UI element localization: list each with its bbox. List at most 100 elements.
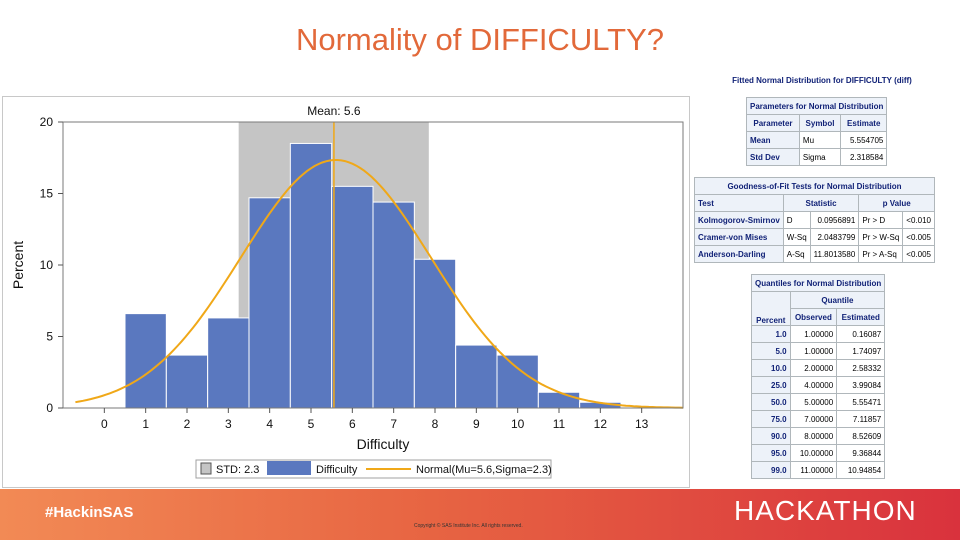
row-header: 99.0: [751, 461, 791, 479]
row-header: 75.0: [751, 410, 791, 428]
cell: 7.11857: [836, 410, 886, 428]
x-tick-label: 13: [635, 417, 649, 431]
cell: 0.16087: [836, 325, 886, 343]
row-header: 5.0: [751, 342, 791, 360]
footer-bar: #HackinSAS Copyright © SAS Institute Inc…: [0, 489, 960, 540]
col-group-header: Quantile: [789, 291, 886, 309]
cell: Pr > D: [858, 211, 904, 229]
cell: A-Sq: [782, 245, 811, 263]
x-tick-label: 4: [266, 417, 273, 431]
histogram-bar: [124, 313, 167, 409]
normal-curve-line: [75, 159, 684, 409]
x-tick-label: 3: [225, 417, 232, 431]
col-header: p Value: [858, 194, 935, 212]
row-header: 10.0: [751, 359, 791, 377]
col-header: Parameter: [746, 114, 800, 132]
x-tick-label: 10: [511, 417, 525, 431]
histogram-bar: [207, 317, 250, 409]
cell: 2.00000: [789, 359, 838, 377]
y-tick-label: 10: [40, 258, 54, 272]
table-row: 95.0 10.00000 9.36844: [751, 444, 886, 462]
fitted-distribution-title: Fitted Normal Distribution for DIFFICULT…: [732, 76, 912, 85]
slide-title: Normality of DIFFICULTY?: [295, 22, 665, 57]
histogram-bar: [248, 197, 291, 409]
col-header: Estimate: [840, 114, 888, 132]
col-header: Statistic: [782, 194, 860, 212]
histogram-bar: [413, 258, 457, 409]
cell: D: [782, 211, 811, 229]
parameters-table: Parameters for Normal Distribution Param…: [745, 97, 888, 166]
cell: 8.52609: [836, 427, 886, 445]
row-header: Kolmogorov-Smirnov: [694, 211, 784, 229]
cell: 1.00000: [789, 342, 838, 360]
col-header: Test: [694, 194, 784, 212]
cell: W-Sq: [782, 228, 811, 246]
cell: Sigma: [798, 148, 842, 166]
x-tick-label: 2: [184, 417, 191, 431]
legend-swatch-difficulty: [267, 461, 311, 475]
cell: 10.00000: [789, 444, 838, 462]
x-tick-label: 7: [390, 417, 397, 431]
histogram-bar: [496, 354, 539, 409]
histogram-panel: Mean: 5.6 0 1 2 3 4 5 6 7 8 9 10 11 12 13 0 5 10 15 20 Diffi…: [2, 96, 690, 488]
x-axis-label: Difficulty: [357, 436, 410, 452]
histogram-bar: [537, 391, 581, 409]
cell: 2.0483799: [809, 228, 860, 246]
cell: 2.58332: [836, 359, 886, 377]
cell: Pr > A-Sq: [858, 245, 904, 263]
x-tick-label: 8: [432, 417, 439, 431]
gof-caption: Goodness-of-Fit Tests for Normal Distrib…: [694, 177, 935, 195]
table-row: 1.0 1.00000 0.16087: [751, 325, 886, 343]
cell: 2.318584: [840, 148, 888, 166]
row-header: Anderson-Darling: [694, 245, 784, 263]
row-header: 25.0: [751, 376, 791, 394]
table-row: 99.0 11.00000 10.94854: [751, 461, 886, 479]
table-row: 10.0 2.00000 2.58332: [751, 359, 886, 377]
legend-swatch-std: [200, 462, 212, 475]
cell: 5.554705: [840, 131, 888, 149]
col-header: Percent: [751, 291, 791, 326]
histogram-bar: [331, 185, 374, 409]
cell: 1.00000: [789, 325, 838, 343]
row-header: 1.0: [751, 325, 791, 343]
row-header: 50.0: [751, 393, 791, 411]
y-tick-label: 15: [40, 187, 54, 201]
cell: 10.94854: [836, 461, 886, 479]
cell: 5.00000: [789, 393, 838, 411]
hackathon-logo: HACKATHON: [734, 495, 917, 526]
cell: <0.005: [902, 245, 935, 263]
mean-label: Mean: 5.6: [307, 104, 361, 118]
cell: 4.00000: [789, 376, 838, 394]
table-row: Mean Mu 5.554705: [746, 131, 888, 149]
histogram-bar: [372, 201, 415, 409]
cell: 11.00000: [789, 461, 838, 479]
cell: 11.8013580: [809, 245, 860, 263]
legend-label-std: STD: 2.3: [216, 464, 259, 476]
cell: 5.55471: [836, 393, 886, 411]
table-row: 90.0 8.00000 8.52609: [751, 427, 886, 445]
row-header: Cramer-von Mises: [694, 228, 784, 246]
x-tick-label: 9: [473, 417, 480, 431]
cell: 0.0956891: [809, 211, 860, 229]
cell: <0.005: [902, 228, 935, 246]
cell: 8.00000: [789, 427, 838, 445]
parameters-caption: Parameters for Normal Distribution: [745, 97, 888, 115]
table-row: Cramer-von Mises W-Sq 2.0483799 Pr > W-S…: [694, 228, 935, 246]
cell: 3.99084: [836, 376, 886, 394]
copyright-text: Copyright © SAS Institute Inc. All right…: [414, 523, 523, 529]
goodness-of-fit-table: Goodness-of-Fit Tests for Normal Distrib…: [694, 177, 935, 263]
table-row: 75.0 7.00000 7.11857: [751, 410, 886, 428]
cell: 9.36844: [836, 444, 886, 462]
y-axis-label: Percent: [10, 241, 26, 289]
histogram-bar: [289, 142, 333, 409]
table-row: 50.0 5.00000 5.55471: [751, 393, 886, 411]
y-tick-label: 0: [46, 401, 53, 415]
quantiles-table: Quantiles for Normal Distribution Percen…: [750, 274, 886, 479]
hashtag-text: #HackinSAS: [45, 504, 134, 521]
x-tick-label: 12: [594, 417, 608, 431]
x-tick-label: 11: [553, 417, 566, 431]
legend-label-normal: Normal(Mu=5.6,Sigma=2.3): [416, 464, 552, 476]
col-header: Estimated: [836, 308, 886, 326]
table-row: 5.0 1.00000 1.74097: [751, 342, 886, 360]
cell: 7.00000: [789, 410, 838, 428]
